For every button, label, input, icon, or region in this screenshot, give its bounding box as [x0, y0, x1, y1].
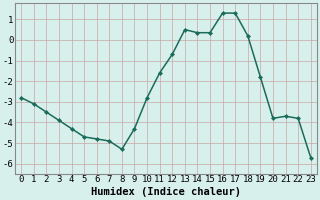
X-axis label: Humidex (Indice chaleur): Humidex (Indice chaleur)	[91, 187, 241, 197]
